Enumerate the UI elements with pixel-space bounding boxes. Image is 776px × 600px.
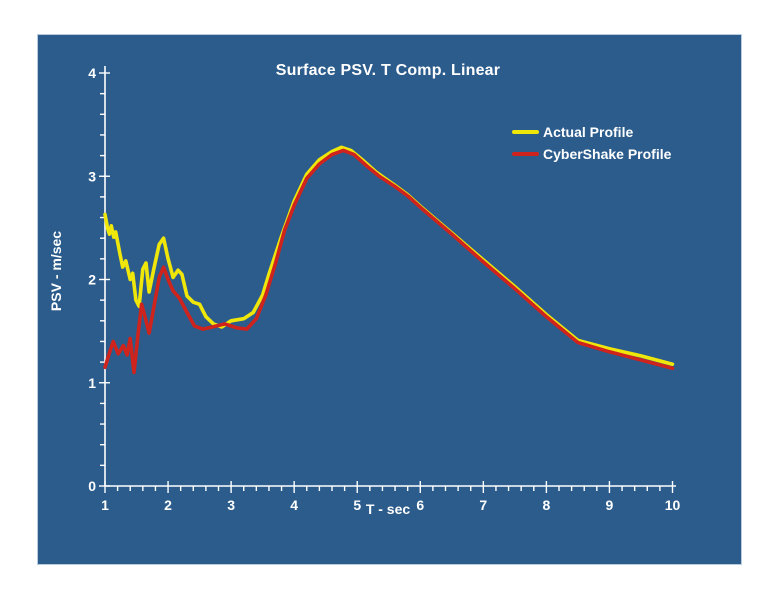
- legend-label: Actual Profile: [543, 124, 634, 140]
- x-tick-label: 2: [164, 497, 172, 513]
- x-tick-label: 10: [665, 497, 681, 513]
- x-tick-label: 4: [290, 497, 298, 513]
- legend: Actual Profile CyberShake Profile: [512, 121, 671, 165]
- x-tick-label: 7: [479, 497, 487, 513]
- actual-profile-line-swatch: [512, 130, 539, 134]
- y-tick-label: 3: [88, 168, 96, 184]
- x-tick-label: 1: [101, 497, 109, 513]
- x-tick-label: 9: [606, 497, 614, 513]
- legend-item-cybershake-profile: CyberShake Profile: [512, 143, 671, 165]
- y-tick-label: 2: [88, 272, 96, 288]
- legend-label: CyberShake Profile: [543, 146, 672, 162]
- y-axis-title: PSV - m/sec: [48, 230, 64, 312]
- legend-item-actual-profile: Actual Profile: [512, 121, 671, 143]
- cybershake-profile-line-swatch: [512, 152, 539, 156]
- x-tick-label: 3: [227, 497, 235, 513]
- y-tick-label: 1: [88, 375, 96, 391]
- y-tick-label: 0: [88, 478, 96, 494]
- chart-title: Surface PSV. T Comp. Linear: [275, 62, 501, 79]
- x-tick-label: 5: [353, 497, 361, 513]
- series-line-cybershake-profile: [103, 148, 675, 375]
- x-tick-label: 6: [416, 497, 424, 513]
- x-axis-title: T - sec: [365, 501, 411, 517]
- series-line-actual-profile: [103, 145, 675, 367]
- x-tick-label: 8: [542, 497, 550, 513]
- y-tick-label: 4: [88, 65, 96, 81]
